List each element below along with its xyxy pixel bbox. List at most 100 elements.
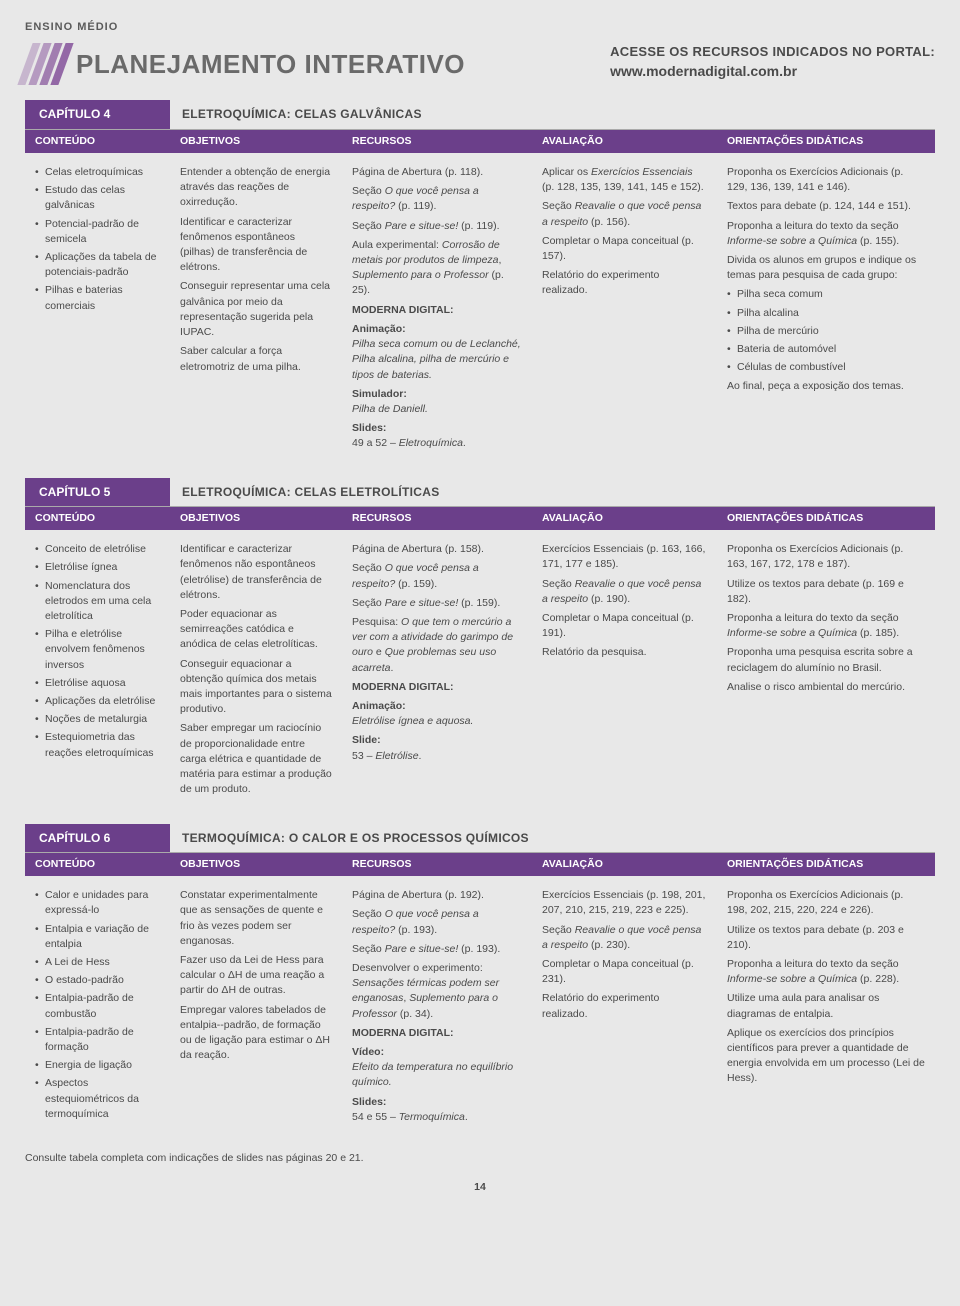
text-line: Proponha a leitura do texto da seção Inf… (727, 957, 925, 987)
text-line: Seção Reavalie o que você pensa a respei… (542, 577, 707, 607)
text-line: Animação:Eletrólise ígnea e aquosa. (352, 699, 522, 729)
banner-title: PLANEJAMENTO INTERATIVO (76, 46, 465, 82)
header-avaliacao: AVALIAÇÃO (532, 853, 717, 876)
chapter-block: CAPÍTULO 6TERMOQUÍMICA: O CALOR E OS PRO… (25, 824, 935, 1134)
text-line: Proponha a leitura do texto da seção Inf… (727, 219, 925, 249)
header-orientacoes: ORIENTAÇÕES DIDÁTICAS (717, 130, 935, 153)
text-line: Conseguir representar uma cela galvânica… (180, 279, 332, 340)
text-line: Slides:49 a 52 – Eletroquímica. (352, 421, 522, 451)
text-line: Seção O que você pensa a respeito? (p. 1… (352, 561, 522, 591)
list-item: Estequiometria das reações eletroquímica… (35, 730, 160, 760)
text-line: Completar o Mapa conceitual (p. 231). (542, 957, 707, 987)
footer-note: Consulte tabela completa com indicações … (25, 1151, 935, 1166)
text-line: Textos para debate (p. 124, 144 e 151). (727, 199, 925, 214)
col-orientacoes: Proponha os Exercícios Adicionais (p. 16… (717, 538, 935, 806)
text-line: Pesquisa: O que tem o mercúrio a ver com… (352, 615, 522, 676)
content-row: Calor e unidades para expressá-lo Entalpi… (25, 876, 935, 1133)
list-item: Estudo das celas galvânicas (35, 183, 160, 213)
column-headers: CONTEÚDOOBJETIVOSRECURSOSAVALIAÇÃOORIENT… (25, 853, 935, 876)
content-row: Celas eletroquímicas Estudo das celas gal… (25, 153, 935, 460)
text-line: Aula experimental: Corrosão de metais po… (352, 238, 522, 299)
list-item: Potencial-padrão de semicela (35, 217, 160, 247)
text-line: Conseguir equacionar a obtenção química … (180, 657, 332, 718)
text-line: Ao final, peça a exposição dos temas. (727, 379, 925, 394)
chapter-label: CAPÍTULO 4 (25, 100, 170, 129)
text-line: Saber calcular a força eletromotriz de u… (180, 344, 332, 374)
text-line: Página de Abertura (p. 158). (352, 542, 522, 557)
header-conteudo: CONTEÚDO (25, 853, 170, 876)
text-line: Exercícios Essenciais (p. 198, 201, 207,… (542, 888, 707, 918)
text-line: MODERNA DIGITAL: (352, 680, 522, 695)
portal-info: ACESSE OS RECURSOS INDICADOS NO PORTAL: … (610, 43, 935, 81)
col-orientacoes: Proponha os Exercícios Adicionais (p. 12… (717, 161, 935, 460)
content-row: Conceito de eletróliseEletrólise ígneaNo… (25, 530, 935, 806)
text-line: Seção Pare e situe-se! (p. 193). (352, 942, 522, 957)
col-recursos: Página de Abertura (p. 118). Seção O que … (342, 161, 532, 460)
text-line: Entender a obtenção de energia através d… (180, 165, 332, 211)
list-item: Pilha alcalina (727, 306, 925, 321)
chapter-label: CAPÍTULO 5 (25, 478, 170, 507)
text-line: Desenvolver o experimento: Sensações tér… (352, 961, 522, 1022)
list-item: Celas eletroquímicas (35, 165, 160, 180)
col-avaliacao: Exercícios Essenciais (p. 163, 166, 171,… (532, 538, 717, 806)
banner: PLANEJAMENTO INTERATIVO (25, 43, 465, 85)
text-line: Divida os alunos em grupos e indique os … (727, 253, 925, 283)
col-recursos: Página de Abertura (p. 192).Seção O que … (342, 884, 532, 1133)
text-line: Aplique os exercícios dos princípios cie… (727, 1026, 925, 1087)
header-conteudo: CONTEÚDO (25, 130, 170, 153)
list-item: Energia de ligação (35, 1058, 160, 1073)
list-item: Calor e unidades para expressá-lo (35, 888, 160, 918)
header-avaliacao: AVALIAÇÃO (532, 130, 717, 153)
text-line: Página de Abertura (p. 192). (352, 888, 522, 903)
text-line: Proponha uma pesquisa escrita sobre a re… (727, 645, 925, 675)
header-row: PLANEJAMENTO INTERATIVO ACESSE OS RECURS… (25, 43, 935, 85)
col-avaliacao: Aplicar os Exercícios Essenciais (p. 128… (532, 161, 717, 460)
text-line: Utilize os textos para debate (p. 203 e … (727, 923, 925, 953)
text-line: Empregar valores tabelados de entalpia--… (180, 1003, 332, 1064)
col-conteudo: Celas eletroquímicas Estudo das celas gal… (25, 161, 170, 460)
text-line: Slide:53 – Eletrólise. (352, 733, 522, 763)
text-line: Constatar experimentalmente que as sensa… (180, 888, 332, 949)
text-line: Página de Abertura (p. 118). (352, 165, 522, 180)
chapter-block: CAPÍTULO 5ELETROQUÍMICA: CELAS ELETROLÍT… (25, 478, 935, 806)
text-line: Identificar e caracterizar fenômenos esp… (180, 215, 332, 276)
page-number: 14 (25, 1180, 935, 1195)
text-line: Utilize os textos para debate (p. 169 e … (727, 577, 925, 607)
text-line: MODERNA DIGITAL: (352, 1026, 522, 1041)
header-conteudo: CONTEÚDO (25, 507, 170, 530)
list-item: Pilha e eletrólise envolvem fenômenos in… (35, 627, 160, 673)
chapter-head: CAPÍTULO 6TERMOQUÍMICA: O CALOR E OS PRO… (25, 824, 935, 854)
top-label: ENSINO MÉDIO (25, 20, 935, 35)
list-item: Eletrólise aquosa (35, 676, 160, 691)
text-line: MODERNA DIGITAL: (352, 303, 522, 318)
text-line: Utilize uma aula para analisar os diagra… (727, 991, 925, 1021)
text-line: Exercícios Essenciais (p. 163, 166, 171,… (542, 542, 707, 572)
header-avaliacao: AVALIAÇÃO (532, 507, 717, 530)
list-item: Bateria de automóvel (727, 342, 925, 357)
col-conteudo: Conceito de eletróliseEletrólise ígneaNo… (25, 538, 170, 806)
col-objetivos: Constatar experimentalmente que as sensa… (170, 884, 342, 1133)
chapter-head: CAPÍTULO 4ELETROQUÍMICA: CELAS GALVÂNICA… (25, 100, 935, 130)
text-line: Proponha os Exercícios Adicionais (p. 19… (727, 888, 925, 918)
col-conteudo: Calor e unidades para expressá-lo Entalpi… (25, 884, 170, 1133)
text-line: Relatório do experimento realizado. (542, 991, 707, 1021)
col-orientacoes: Proponha os Exercícios Adicionais (p. 19… (717, 884, 935, 1133)
col-avaliacao: Exercícios Essenciais (p. 198, 201, 207,… (532, 884, 717, 1133)
chapter-title: ELETROQUÍMICA: CELAS GALVÂNICAS (170, 100, 935, 129)
column-headers: CONTEÚDOOBJETIVOSRECURSOSAVALIAÇÃOORIENT… (25, 130, 935, 153)
header-objetivos: OBJETIVOS (170, 853, 342, 876)
text-line: Proponha a leitura do texto da seção Inf… (727, 611, 925, 641)
list-item: Entalpia-padrão de combustão (35, 991, 160, 1021)
col-objetivos: Entender a obtenção de energia através d… (170, 161, 342, 460)
list-item: Aplicações da tabela de potenciais-padrã… (35, 250, 160, 280)
chapter-block: CAPÍTULO 4ELETROQUÍMICA: CELAS GALVÂNICA… (25, 100, 935, 459)
text-line: Seção O que você pensa a respeito? (p. 1… (352, 184, 522, 214)
list-item: A Lei de Hess (35, 955, 160, 970)
header-objetivos: OBJETIVOS (170, 130, 342, 153)
text-line: Slides:54 e 55 – Termoquímica. (352, 1095, 522, 1125)
text-line: Completar o Mapa conceitual (p. 157). (542, 234, 707, 264)
col-recursos: Página de Abertura (p. 158). Seção O que … (342, 538, 532, 806)
list-item: Noções de metalurgia (35, 712, 160, 727)
portal-line1: ACESSE OS RECURSOS INDICADOS NO PORTAL: (610, 43, 935, 61)
list-item: Pilha de mercúrio (727, 324, 925, 339)
